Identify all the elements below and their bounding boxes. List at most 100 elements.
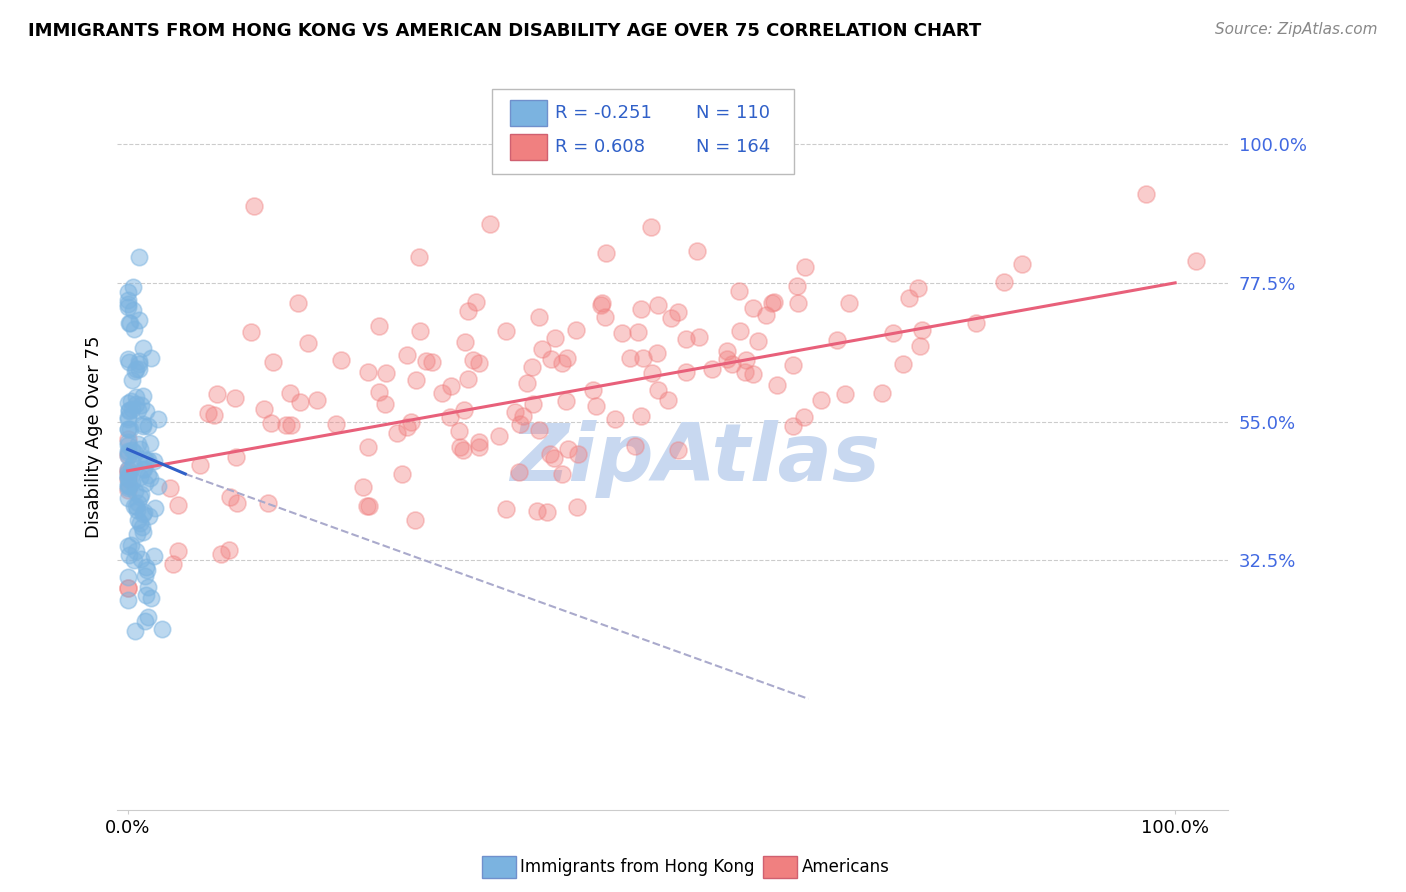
Point (129, 516, 152, 530)
Point (457, 372, 479, 386)
Text: Source: ZipAtlas.com: Source: ZipAtlas.com (1215, 22, 1378, 37)
Point (495, 324, 517, 338)
Point (202, 408, 225, 422)
Point (117, 581, 139, 595)
Point (786, 278, 808, 293)
Point (468, 356, 491, 370)
Point (897, 291, 920, 305)
Point (633, 351, 655, 366)
Point (117, 472, 139, 486)
Point (131, 417, 153, 431)
Point (585, 399, 607, 413)
Point (117, 467, 139, 481)
Point (125, 362, 148, 376)
Text: Immigrants from Hong Kong: Immigrants from Hong Kong (520, 858, 755, 876)
Point (117, 481, 139, 495)
Point (675, 365, 697, 379)
Point (367, 318, 389, 333)
Point (142, 454, 165, 468)
Point (117, 462, 139, 476)
Point (117, 469, 139, 483)
Point (117, 285, 139, 299)
Point (872, 386, 894, 401)
Point (432, 386, 454, 401)
Point (755, 308, 778, 322)
Point (330, 353, 353, 368)
Point (145, 501, 167, 516)
Point (457, 303, 479, 318)
Point (399, 415, 422, 429)
Point (449, 424, 471, 438)
Point (375, 366, 398, 380)
Point (117, 491, 139, 506)
Point (128, 358, 150, 372)
Point (657, 392, 679, 407)
Point (134, 476, 156, 491)
Point (666, 442, 689, 457)
Point (117, 478, 139, 492)
Point (128, 362, 150, 376)
Point (595, 246, 617, 260)
Point (117, 471, 139, 485)
Point (468, 434, 491, 449)
Point (118, 355, 141, 369)
Point (728, 324, 751, 338)
Point (117, 435, 139, 450)
Point (117, 432, 139, 446)
Point (117, 300, 139, 314)
Point (127, 503, 149, 517)
Point (453, 402, 475, 417)
Point (624, 439, 647, 453)
Point (131, 525, 153, 540)
Point (124, 483, 146, 498)
Point (124, 364, 146, 378)
Point (150, 622, 173, 636)
Point (367, 384, 389, 399)
Point (405, 373, 427, 387)
Point (488, 428, 510, 442)
Point (122, 280, 145, 294)
Point (127, 526, 149, 541)
Point (627, 325, 650, 339)
Point (515, 376, 537, 390)
Point (782, 419, 804, 434)
Point (404, 513, 426, 527)
Point (838, 296, 860, 310)
Point (356, 499, 378, 513)
Point (1185, 254, 1208, 268)
Point (702, 361, 724, 376)
Point (122, 302, 145, 317)
Point (127, 496, 149, 510)
Point (122, 499, 145, 513)
Point (166, 544, 188, 558)
Point (134, 451, 156, 466)
Point (134, 614, 156, 628)
Point (666, 304, 689, 318)
Point (124, 446, 146, 460)
Point (766, 378, 789, 392)
Point (117, 581, 139, 595)
Point (734, 365, 756, 379)
Point (128, 250, 150, 264)
Text: IMMIGRANTS FROM HONG KONG VS AMERICAN DISABILITY AGE OVER 75 CORRELATION CHART: IMMIGRANTS FROM HONG KONG VS AMERICAN DI… (28, 22, 981, 40)
Point (135, 588, 157, 602)
Point (162, 558, 184, 572)
Point (554, 393, 576, 408)
Point (117, 465, 139, 479)
Point (139, 351, 162, 365)
Point (630, 302, 652, 317)
Point (132, 507, 155, 521)
Point (132, 419, 155, 434)
Point (166, 498, 188, 512)
Point (551, 467, 574, 481)
Point (129, 486, 152, 500)
Point (408, 250, 430, 264)
Point (117, 293, 139, 307)
Point (127, 403, 149, 417)
Point (522, 397, 544, 411)
Point (747, 334, 769, 348)
Point (128, 354, 150, 368)
Point (509, 417, 531, 432)
Point (225, 450, 247, 465)
Point (274, 418, 297, 433)
